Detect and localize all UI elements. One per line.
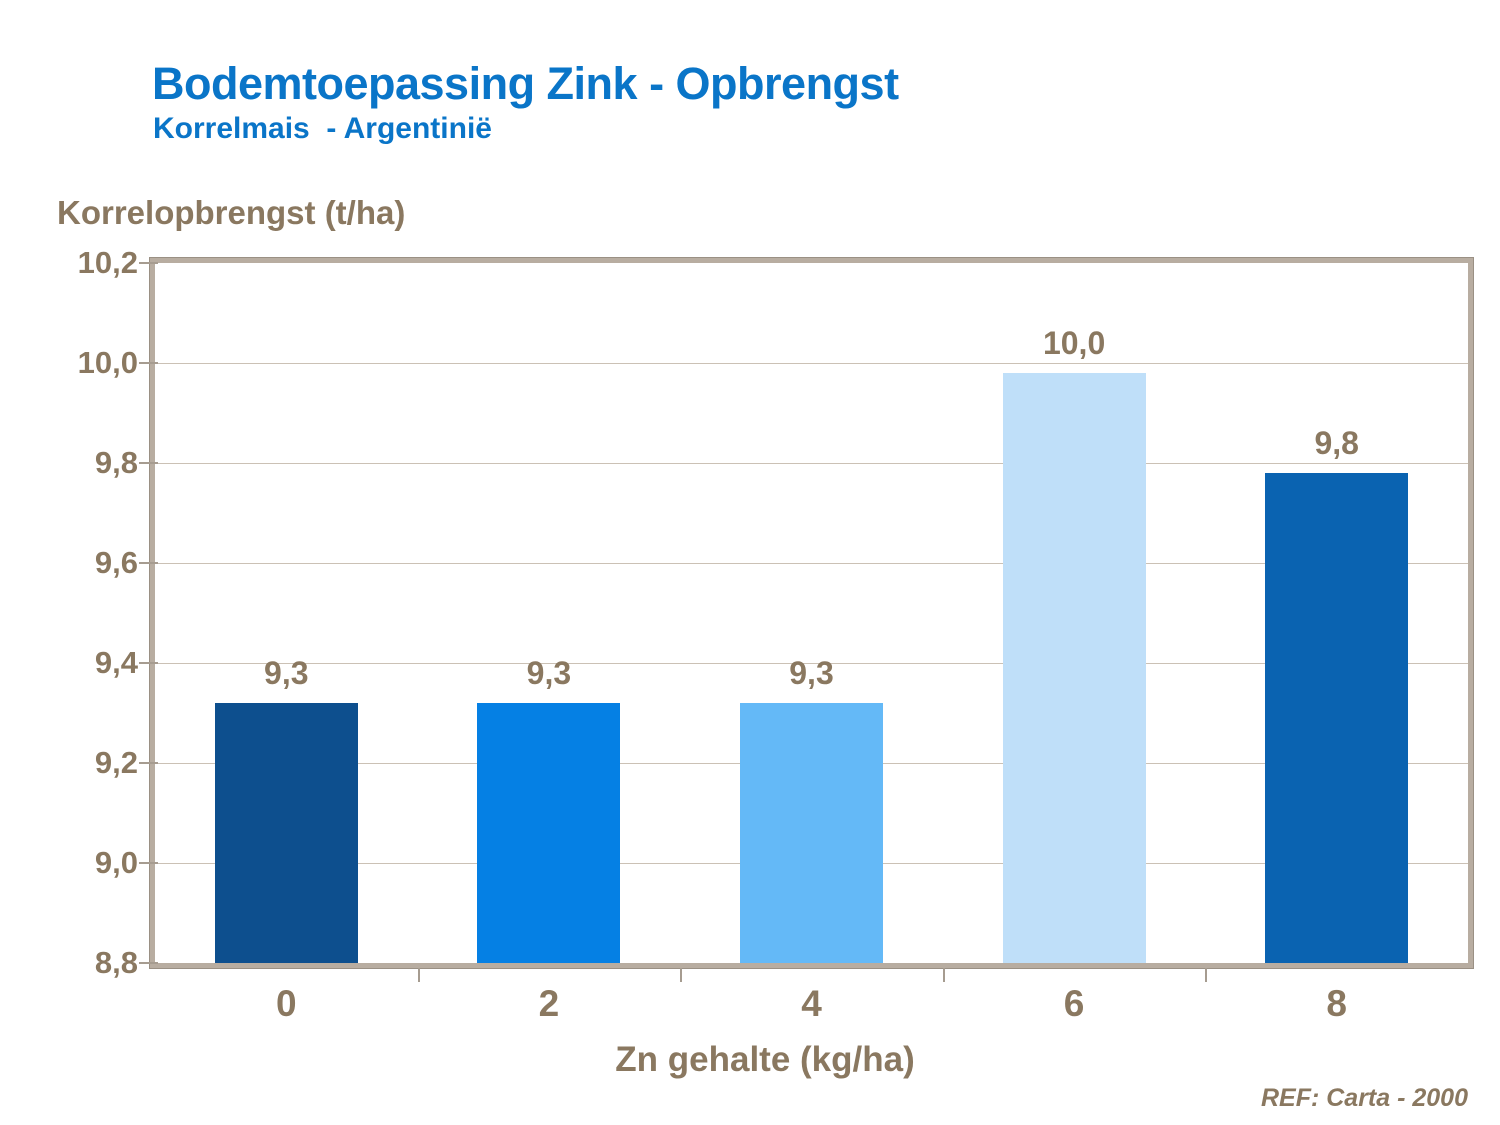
x-category-label: 8 bbox=[1326, 983, 1347, 1024]
gridline bbox=[155, 663, 1468, 664]
y-axis-tick bbox=[139, 262, 158, 264]
page-title: Bodemtoepassing Zink - Opbrengst bbox=[152, 58, 899, 109]
bar-value-label: 9,3 bbox=[789, 655, 834, 691]
plot-area bbox=[150, 258, 1473, 968]
page-subtitle: Korrelmais - Argentinië bbox=[153, 112, 492, 145]
y-axis-tick bbox=[139, 862, 158, 864]
y-tick-label: 9,0 bbox=[94, 845, 138, 880]
y-axis-title: Korrelopbrengst (t/ha) bbox=[57, 194, 406, 231]
gridline bbox=[155, 363, 1468, 364]
y-tick-label: 10,2 bbox=[77, 245, 138, 280]
y-tick-label: 10,0 bbox=[77, 345, 138, 380]
x-category-label: 6 bbox=[1063, 983, 1085, 1024]
y-tick-label: 9,2 bbox=[94, 745, 138, 780]
y-tick-label: 9,4 bbox=[94, 645, 138, 680]
bar-value-label: 9,8 bbox=[1314, 425, 1359, 461]
x-axis-tick bbox=[1205, 968, 1208, 982]
gridline bbox=[155, 563, 1468, 564]
x-axis-tick bbox=[942, 968, 945, 982]
bar-8 bbox=[1265, 473, 1409, 963]
y-tick-label: 9,8 bbox=[94, 445, 138, 480]
x-category-label: 2 bbox=[538, 983, 560, 1024]
bar-value-label: 9,3 bbox=[526, 655, 572, 691]
bar-6 bbox=[1002, 373, 1146, 963]
y-axis-tick bbox=[139, 662, 158, 664]
x-category-label: 0 bbox=[276, 983, 297, 1024]
y-tick-label: 9,6 bbox=[94, 545, 138, 580]
x-category-label: 4 bbox=[801, 983, 822, 1024]
bar-4 bbox=[740, 703, 883, 963]
y-axis-tick bbox=[139, 762, 158, 764]
y-axis-tick bbox=[139, 962, 158, 964]
gridline bbox=[155, 463, 1468, 464]
bar-0 bbox=[214, 703, 358, 963]
y-axis-tick bbox=[139, 362, 158, 364]
bar-value-label: 9,3 bbox=[264, 655, 309, 691]
bar-value-label: 10,0 bbox=[1042, 325, 1106, 361]
bar-2 bbox=[477, 703, 621, 963]
x-axis-tick bbox=[680, 968, 683, 982]
reference-note: REF: Carta - 2000 bbox=[1260, 1084, 1468, 1112]
y-axis-tick bbox=[139, 462, 158, 464]
y-axis-tick bbox=[139, 562, 158, 564]
x-axis-title: Zn gehalte (kg/ha) bbox=[615, 1040, 915, 1079]
y-tick-label: 8,8 bbox=[94, 945, 138, 980]
x-axis-tick bbox=[417, 968, 420, 982]
